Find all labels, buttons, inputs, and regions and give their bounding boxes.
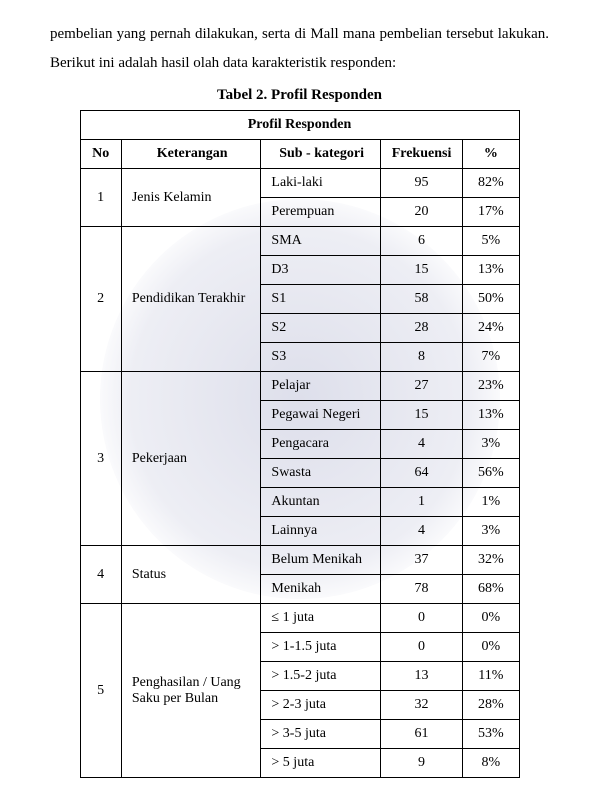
cell-subkategori: Belum Menikah (261, 546, 380, 575)
cell-subkategori: S1 (261, 285, 380, 314)
cell-persen: 68% (463, 575, 519, 604)
table-row: 5Penghasilan / Uang Saku per Bulan≤ 1 ju… (80, 604, 519, 633)
cell-subkategori: D3 (261, 256, 380, 285)
intro-paragraph: pembelian yang pernah dilakukan, serta d… (50, 20, 549, 77)
cell-subkategori: S2 (261, 314, 380, 343)
cell-persen: 3% (463, 430, 519, 459)
cell-frekuensi: 4 (380, 517, 462, 546)
header-frekuensi: Frekuensi (380, 140, 462, 169)
table-row: 2Pendidikan TerakhirSMA65% (80, 227, 519, 256)
cell-frekuensi: 78 (380, 575, 462, 604)
cell-subkategori: > 1.5-2 juta (261, 662, 380, 691)
cell-subkategori: ≤ 1 juta (261, 604, 380, 633)
cell-keterangan: Jenis Kelamin (121, 169, 261, 227)
cell-persen: 13% (463, 256, 519, 285)
cell-subkategori: Laki-laki (261, 169, 380, 198)
cell-no: 4 (80, 546, 121, 604)
cell-subkategori: > 5 juta (261, 749, 380, 778)
cell-keterangan: Status (121, 546, 261, 604)
header-keterangan: Keterangan (121, 140, 261, 169)
cell-persen: 0% (463, 604, 519, 633)
cell-frekuensi: 95 (380, 169, 462, 198)
cell-frekuensi: 58 (380, 285, 462, 314)
cell-subkategori: > 1-1.5 juta (261, 633, 380, 662)
cell-persen: 50% (463, 285, 519, 314)
cell-subkategori: Swasta (261, 459, 380, 488)
cell-frekuensi: 0 (380, 604, 462, 633)
cell-persen: 8% (463, 749, 519, 778)
cell-frekuensi: 37 (380, 546, 462, 575)
header-subkategori: Sub - kategori (261, 140, 380, 169)
cell-frekuensi: 15 (380, 401, 462, 430)
cell-persen: 0% (463, 633, 519, 662)
cell-persen: 5% (463, 227, 519, 256)
cell-frekuensi: 32 (380, 691, 462, 720)
cell-subkategori: Pelajar (261, 372, 380, 401)
cell-persen: 7% (463, 343, 519, 372)
cell-frekuensi: 6 (380, 227, 462, 256)
cell-subkategori: Pegawai Negeri (261, 401, 380, 430)
cell-keterangan: Penghasilan / Uang Saku per Bulan (121, 604, 261, 778)
cell-frekuensi: 20 (380, 198, 462, 227)
cell-subkategori: Pengacara (261, 430, 380, 459)
cell-no: 3 (80, 372, 121, 546)
header-no: No (80, 140, 121, 169)
cell-subkategori: Akuntan (261, 488, 380, 517)
cell-subkategori: > 3-5 juta (261, 720, 380, 749)
cell-persen: 3% (463, 517, 519, 546)
cell-persen: 13% (463, 401, 519, 430)
table-row: 1Jenis KelaminLaki-laki9582% (80, 169, 519, 198)
cell-subkategori: S3 (261, 343, 380, 372)
cell-keterangan: Pekerjaan (121, 372, 261, 546)
cell-subkategori: Menikah (261, 575, 380, 604)
cell-frekuensi: 28 (380, 314, 462, 343)
cell-subkategori: SMA (261, 227, 380, 256)
cell-frekuensi: 61 (380, 720, 462, 749)
cell-persen: 32% (463, 546, 519, 575)
cell-frekuensi: 1 (380, 488, 462, 517)
cell-frekuensi: 8 (380, 343, 462, 372)
table-title: Tabel 2. Profil Responden (50, 87, 549, 104)
cell-frekuensi: 0 (380, 633, 462, 662)
cell-no: 5 (80, 604, 121, 778)
cell-frekuensi: 64 (380, 459, 462, 488)
cell-no: 2 (80, 227, 121, 372)
cell-persen: 28% (463, 691, 519, 720)
cell-subkategori: Lainnya (261, 517, 380, 546)
cell-persen: 82% (463, 169, 519, 198)
cell-subkategori: Perempuan (261, 198, 380, 227)
cell-frekuensi: 13 (380, 662, 462, 691)
cell-frekuensi: 27 (380, 372, 462, 401)
cell-persen: 23% (463, 372, 519, 401)
cell-frekuensi: 15 (380, 256, 462, 285)
cell-persen: 56% (463, 459, 519, 488)
cell-frekuensi: 4 (380, 430, 462, 459)
cell-keterangan: Pendidikan Terakhir (121, 227, 261, 372)
table-caption: Profil Responden (80, 111, 519, 140)
cell-persen: 17% (463, 198, 519, 227)
cell-subkategori: > 2-3 juta (261, 691, 380, 720)
cell-frekuensi: 9 (380, 749, 462, 778)
cell-persen: 24% (463, 314, 519, 343)
profil-responden-table: Profil Responden No Keterangan Sub - kat… (80, 110, 520, 778)
cell-no: 1 (80, 169, 121, 227)
cell-persen: 1% (463, 488, 519, 517)
table-row: 4StatusBelum Menikah3732% (80, 546, 519, 575)
cell-persen: 11% (463, 662, 519, 691)
header-persen: % (463, 140, 519, 169)
cell-persen: 53% (463, 720, 519, 749)
table-row: 3PekerjaanPelajar2723% (80, 372, 519, 401)
